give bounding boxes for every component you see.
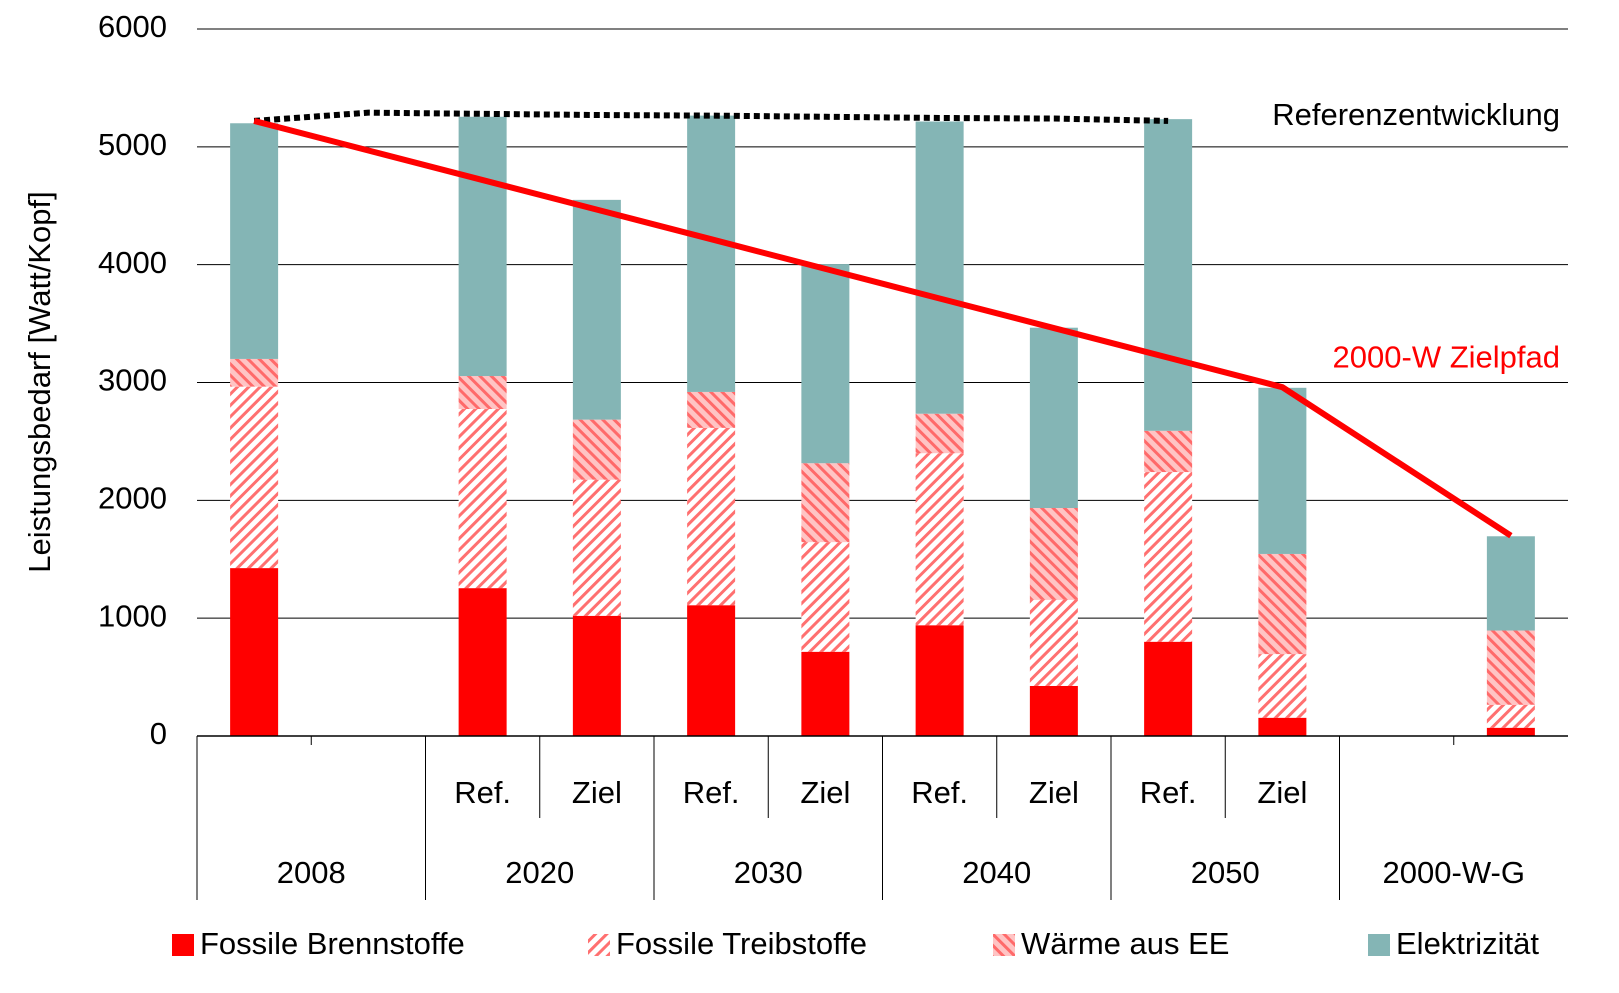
bar-segment [1029, 507, 1078, 600]
y-tick-label: 1000 [98, 598, 167, 633]
bar-segment [1486, 727, 1535, 736]
y-tick-label: 0 [150, 716, 167, 751]
legend-swatch [588, 934, 610, 956]
y-tick-label: 6000 [98, 9, 167, 44]
bar-segment [1486, 704, 1535, 728]
bar-segment [801, 264, 850, 464]
group-label: 2020 [505, 855, 574, 890]
bar-segment [1029, 685, 1078, 736]
bar-segment [1258, 553, 1307, 655]
group-label: 2040 [962, 855, 1031, 890]
bar-segment [1258, 387, 1307, 554]
bar-segment [915, 121, 964, 414]
bar-segment [801, 651, 850, 736]
bar-segment [915, 453, 964, 626]
bar-segment [801, 463, 850, 543]
line-label: 2000-W Zielpfad [1333, 339, 1560, 374]
legend-label: Elektrizität [1396, 926, 1539, 961]
bar-segment [687, 115, 736, 392]
y-tick-label: 4000 [98, 245, 167, 280]
bar-segment [458, 116, 507, 377]
legend-swatch [172, 934, 194, 956]
x-tick-label: Ziel [572, 775, 622, 810]
bar-segment [230, 123, 279, 359]
bar-segment [1486, 630, 1535, 705]
x-tick-label: Ziel [1257, 775, 1307, 810]
bar-segment [572, 419, 621, 480]
y-tick-label: 2000 [98, 481, 167, 516]
legend-label: Fossile Treibstoffe [616, 926, 867, 961]
bar-segment [458, 588, 507, 736]
bar-segment [572, 479, 621, 616]
line-series [253, 109, 1169, 124]
legend-label: Wärme aus EE [1021, 926, 1229, 961]
bar-segment [1144, 641, 1193, 736]
bar-segment [572, 615, 621, 736]
bar-segment [687, 427, 736, 606]
legend-label: Fossile Brennstoffe [200, 926, 465, 961]
bar-segment [1029, 327, 1078, 508]
bar-segment [687, 391, 736, 428]
bar-segment [915, 625, 964, 736]
line-series [253, 118, 1513, 539]
bar-segment [1258, 717, 1307, 736]
bar-segment [230, 568, 279, 736]
bar-segment [1029, 599, 1078, 686]
x-tick-label: Ziel [1029, 775, 1079, 810]
x-tick-label: Ref. [454, 775, 511, 810]
bar-segment [1144, 430, 1193, 473]
bar-segment [1144, 472, 1193, 642]
bar-segment [1258, 654, 1307, 718]
bar-segment [572, 199, 621, 420]
bar-segment [458, 409, 507, 589]
bar-segment [915, 413, 964, 454]
bar-segment [230, 386, 279, 569]
group-label: 2050 [1191, 855, 1260, 890]
bar-segment [1486, 536, 1535, 631]
legend-swatch [993, 934, 1015, 956]
line-label: Referenzentwicklung [1272, 97, 1560, 132]
group-label: 2000-W-G [1383, 855, 1525, 890]
y-tick-label: 5000 [98, 127, 167, 162]
x-tick-label: Ziel [800, 775, 850, 810]
bar-segment [687, 605, 736, 736]
bar-segment [1144, 119, 1193, 431]
y-axis-label: Leistungsbedarf [Watt/Kopf] [22, 191, 57, 572]
bar-segment [801, 542, 850, 652]
x-tick-label: Ref. [683, 775, 740, 810]
group-label: 2030 [734, 855, 803, 890]
bar-segment [458, 376, 507, 410]
legend-swatch [1368, 934, 1390, 956]
y-tick-label: 3000 [98, 363, 167, 398]
bar-segment [230, 358, 279, 387]
x-tick-label: Ref. [1140, 775, 1197, 810]
x-tick-label: Ref. [911, 775, 968, 810]
group-label: 2008 [277, 855, 346, 890]
